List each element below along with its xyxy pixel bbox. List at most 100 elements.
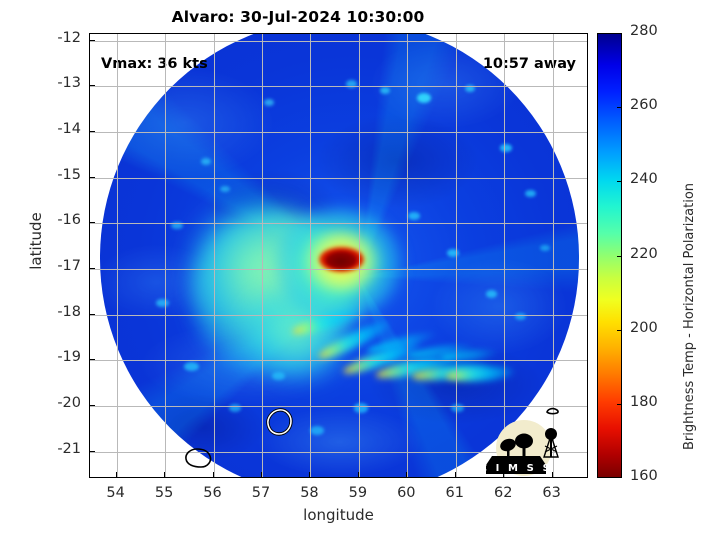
colorbar-tick-label: 160 [630, 468, 658, 484]
colorbar-tick-label: 200 [630, 319, 658, 336]
y-tick [89, 404, 95, 406]
time-away-label: 10:57 away [482, 56, 576, 72]
convective-cell-19 [220, 185, 231, 193]
colorbar-title: Brightness Temp - Horizontal Polarizatio… [682, 182, 697, 450]
x-tick-label: 55 [154, 485, 174, 501]
x-tick-label: 58 [300, 485, 319, 501]
colorbar-tick [617, 181, 622, 183]
gridline-horizontal [90, 451, 587, 453]
convective-cell-0 [416, 92, 432, 103]
gridline-vertical [504, 34, 506, 477]
convective-cell-17 [515, 313, 527, 321]
y-tick [89, 222, 95, 224]
logo-water-tower [543, 428, 559, 458]
convective-cell-11 [408, 212, 420, 221]
convective-cell-13 [485, 289, 498, 298]
gridline-horizontal [90, 269, 587, 271]
cimss-logo: C I M S S [478, 418, 570, 476]
logo-satellite-dishes [500, 433, 533, 457]
y-tick [89, 268, 95, 270]
convective-cell-7 [170, 221, 183, 230]
convective-cell-12 [446, 248, 460, 257]
convective-cell-5 [263, 98, 274, 106]
gridline-vertical [407, 34, 409, 477]
convective-cell-6 [200, 157, 212, 166]
convective-core-peak [326, 252, 357, 269]
colorbar-tick-label: 280 [630, 23, 658, 39]
convective-cell-4 [380, 87, 390, 95]
coastline-island-southwest [182, 445, 216, 471]
colorbar-tick [617, 403, 622, 405]
convective-cell-3 [525, 189, 536, 198]
convective-cell-15 [310, 426, 325, 436]
y-tick [89, 176, 95, 178]
x-tick-label: 62 [493, 485, 513, 501]
gridline-vertical [213, 34, 215, 477]
colorbar-tick [617, 255, 622, 257]
coastline-island-reunion [262, 407, 296, 437]
x-tick-label: 60 [397, 485, 416, 501]
y-tick-label: -21 [57, 440, 81, 457]
y-tick-label: -20 [57, 394, 81, 411]
logo-text: C I M S S [480, 463, 553, 474]
gridline-horizontal [90, 86, 587, 88]
map-canvas: Vmax: 36 kts 10:57 away [90, 34, 587, 477]
gridline-horizontal [90, 132, 587, 134]
colorbar-tick-label: 260 [630, 97, 658, 114]
gridline-vertical [116, 34, 118, 477]
convective-cell-1 [464, 84, 476, 93]
y-tick-label: -19 [57, 349, 81, 366]
x-tick-label: 63 [542, 485, 561, 501]
convective-cell-18 [451, 403, 465, 413]
gridline-horizontal [90, 40, 587, 42]
colorbar-tick-label: 240 [630, 171, 658, 188]
y-tick-label: -16 [57, 212, 81, 229]
x-tick [357, 472, 359, 478]
gridline-horizontal [90, 405, 587, 407]
microwave-swath [99, 34, 580, 477]
colorbar-tick-label: 220 [630, 245, 658, 262]
convective-cell-8 [155, 298, 169, 308]
y-tick [89, 39, 95, 41]
gridline-horizontal [90, 177, 587, 179]
y-tick [89, 359, 95, 361]
y-tick-label: -14 [57, 121, 81, 138]
x-tick [503, 472, 505, 478]
y-tick-label: -13 [57, 75, 81, 92]
x-tick-label: 57 [251, 485, 271, 501]
map-plot-area[interactable]: Vmax: 36 kts 10:57 away [89, 33, 588, 478]
page-title: Alvaro: 30-Jul-2024 10:30:00 [171, 8, 425, 26]
convective-cell-9 [184, 362, 199, 372]
y-tick [89, 85, 95, 87]
y-axis-title: latitude [27, 212, 45, 270]
gridline-vertical [310, 34, 312, 477]
x-tick [164, 472, 166, 478]
convective-cell-16 [272, 371, 285, 381]
gridline-vertical [358, 34, 360, 477]
gridline-vertical [261, 34, 263, 477]
x-tick-label: 54 [106, 485, 125, 501]
x-tick [551, 472, 553, 478]
coastline-island-rodrigues [545, 407, 560, 415]
gridline-vertical [455, 34, 457, 477]
gridline-horizontal [90, 360, 587, 362]
gridline-vertical [165, 34, 167, 477]
x-tick [260, 472, 262, 478]
x-tick-label: 59 [348, 485, 368, 501]
convective-cell-10 [228, 403, 242, 413]
convective-cell-14 [353, 403, 369, 413]
y-tick [89, 313, 95, 315]
x-axis-title: longitude [303, 506, 374, 524]
y-tick-label: -17 [57, 258, 81, 275]
vmax-label: Vmax: 36 kts [101, 56, 208, 72]
logo-building [486, 456, 546, 474]
colorbar-tick [617, 329, 622, 331]
gridline-horizontal [90, 223, 587, 225]
x-tick [115, 472, 117, 478]
colorbar-tick [617, 107, 622, 109]
x-tick-label: 56 [203, 485, 222, 501]
colorbar-tick-label: 180 [630, 393, 658, 410]
convective-cell-20 [345, 80, 357, 88]
x-tick [212, 472, 214, 478]
convective-cell-2 [500, 143, 512, 152]
